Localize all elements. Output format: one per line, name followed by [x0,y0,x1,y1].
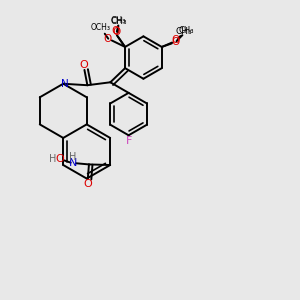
Text: O: O [112,27,121,37]
Text: H: H [49,154,57,164]
Text: N: N [69,158,77,168]
Text: CH₃: CH₃ [110,17,127,26]
Text: O: O [83,179,92,189]
Text: F: F [125,136,132,146]
Text: O: O [171,37,179,47]
Text: CH₃: CH₃ [178,26,194,35]
Text: CH₃: CH₃ [175,27,192,36]
Text: H: H [69,152,77,162]
Text: OCH₃: OCH₃ [91,23,111,32]
Text: O: O [55,154,64,164]
Text: N: N [61,79,69,89]
Text: CH₃: CH₃ [110,16,126,25]
Text: O: O [172,35,180,45]
Text: O: O [103,34,112,44]
Text: O: O [79,60,88,70]
Text: O: O [111,26,119,36]
